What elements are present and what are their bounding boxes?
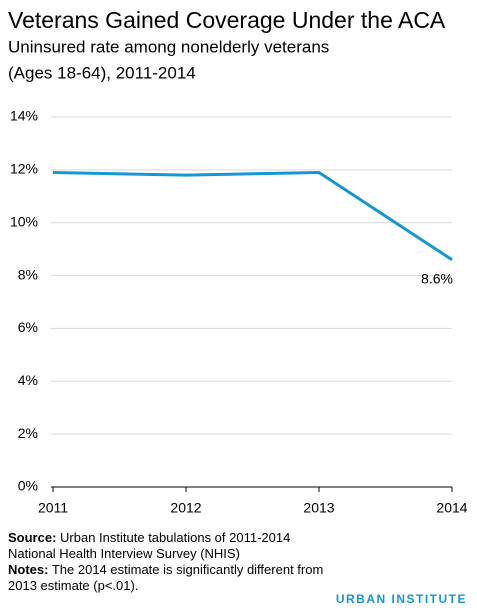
chart-subtitle: (Ages 18-64), 2011-2014: [8, 63, 196, 82]
y-tick-label: 14%: [10, 108, 38, 124]
notes-label: Notes:: [8, 562, 49, 577]
source: Source: Urban Institute tabulations of 2…: [8, 530, 328, 562]
y-tick-label: 8%: [18, 266, 38, 282]
y-tick-label: 2%: [18, 425, 38, 441]
line: [52, 170, 453, 261]
y-tick-label: 0%: [18, 478, 38, 494]
x-tick-label: 2014: [436, 500, 467, 516]
x-tick-label: 2012: [170, 500, 201, 516]
chart-subtitle: Uninsured rate among nonelderly veterans: [8, 37, 329, 56]
notes-text: The 2014 estimate is significantly diffe…: [8, 562, 324, 593]
y-tick-label: 4%: [18, 372, 38, 388]
footnote: Source: Urban Institute tabulations of 2…: [8, 530, 328, 594]
source-label: Source:: [8, 530, 57, 545]
y-tick-label: 10%: [10, 213, 38, 229]
y-tick-label: 12%: [10, 161, 38, 177]
source-text: Urban Institute tabulations of 2011-2014…: [8, 530, 291, 561]
value-label: 8.6%: [421, 270, 453, 286]
brand: URBAN INSTITUTE: [335, 592, 467, 606]
notes: Notes: The 2014 estimate is significantl…: [8, 562, 328, 594]
x-tick-label: 2013: [303, 500, 334, 516]
y-tick-label: 6%: [18, 319, 38, 335]
x-tick-label: 2011: [38, 500, 68, 516]
chart-title: Veterans Gained Coverage Under the ACA: [8, 7, 446, 33]
